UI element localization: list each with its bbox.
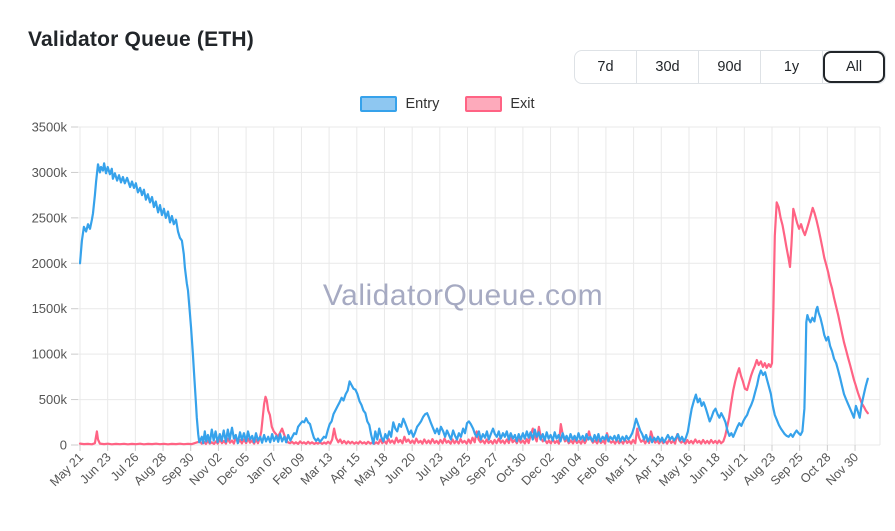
range-button-group: 7d 30d 90d 1y All: [574, 50, 886, 84]
chart-area: 0 500k 1000k 1500k 2000k 2500k 3000k 3500k May 2…: [0, 118, 895, 531]
validator-queue-chart: 0 500k 1000k 1500k 2000k 2500k 3000k 3500k May 2…: [32, 120, 881, 489]
range-button-all[interactable]: All: [823, 51, 885, 83]
legend-item-exit[interactable]: Exit: [465, 96, 535, 112]
y-axis-label: 0: [60, 438, 67, 453]
legend-swatch-exit: [465, 96, 503, 112]
legend-swatch-entry: [360, 96, 398, 112]
x-axis-label: May 21: [47, 450, 86, 489]
y-axis-label: 3000k: [32, 165, 68, 180]
y-axis-label: 500k: [39, 392, 68, 407]
range-button-1y[interactable]: 1y: [761, 51, 823, 83]
range-button-7d[interactable]: 7d: [575, 51, 637, 83]
x-axis-label: Feb 06: [575, 450, 612, 487]
y-axis-label: 1500k: [32, 301, 68, 316]
y-axis-label: 3500k: [32, 120, 68, 135]
x-axis-label: Jun 18: [686, 450, 722, 486]
x-axis-label: Jun 23: [77, 450, 113, 486]
y-axis-label: 1000k: [32, 347, 68, 362]
legend-label-entry: Entry: [405, 96, 440, 112]
x-axis-label: Mar 13: [298, 450, 335, 487]
y-axis-label: 2500k: [32, 210, 68, 225]
watermark: ValidatorQueue.com: [323, 279, 603, 312]
legend-item-entry[interactable]: Entry: [360, 96, 439, 112]
y-axis-label: 2000k: [32, 256, 68, 271]
range-button-30d[interactable]: 30d: [637, 51, 699, 83]
x-axis-label: Mar 11: [603, 450, 640, 487]
legend-label-exit: Exit: [510, 96, 535, 112]
entry-series-line: [78, 162, 869, 445]
range-button-90d[interactable]: 90d: [699, 51, 761, 83]
page-title: Validator Queue (ETH): [28, 28, 254, 52]
x-axis-label: Jun 20: [382, 450, 418, 486]
chart-legend: Entry Exit: [0, 96, 895, 112]
